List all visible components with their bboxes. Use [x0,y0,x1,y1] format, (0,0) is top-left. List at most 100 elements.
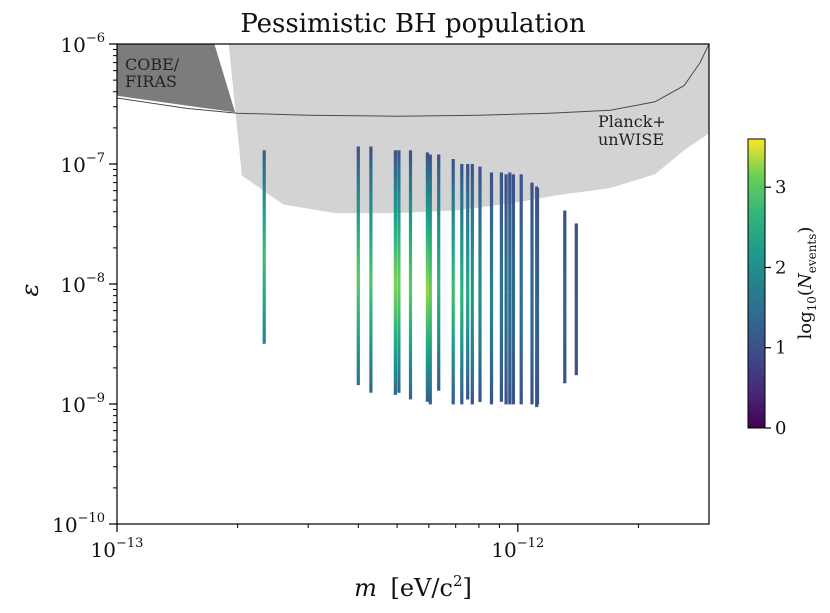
data-column-segment [535,360,540,367]
data-column-segment [489,189,494,196]
data-column-segment [489,305,494,312]
data-column-20 [519,174,523,405]
data-column-segment [563,309,567,315]
data-column-segment [519,294,523,301]
data-column-segment [535,279,540,286]
data-column-segment [489,288,494,295]
data-column-segment [535,312,540,318]
cobe-firas-label: COBE/ FIRAS [125,55,184,91]
data-column-segment [428,266,432,274]
data-column-segment [425,357,429,365]
data-column-segment [508,299,512,306]
data-column-segment [466,211,470,218]
data-column-segment [428,229,432,236]
data-column-segment [563,227,567,233]
data-column-segment [519,346,523,353]
data-column-segment [466,375,470,382]
data-column-1 [262,150,266,344]
data-column-segment [511,266,515,273]
data-column-segment [504,340,508,347]
data-column-segment [535,225,540,232]
data-column-segment [408,280,413,288]
data-column-segment [425,395,429,402]
data-column-segment [478,378,482,385]
data-column-segment [428,173,432,180]
data-column-segment [470,212,474,219]
data-column-segment [519,214,523,221]
data-column-segment [508,195,512,202]
data-column-segment [437,319,441,326]
y-tick-label: 10−9 [60,391,105,417]
data-column-segment [437,231,441,238]
data-column-segment [369,177,373,184]
data-column-segment [397,265,401,272]
data-column-segment [356,325,360,332]
data-column-segment [478,284,482,291]
data-column-segment [478,248,482,256]
data-column-segment [437,237,441,244]
data-column-segment [508,288,512,295]
data-column-segment [397,380,401,387]
data-column-segment [489,375,494,382]
data-column-segment [393,241,397,249]
data-column-segment [437,219,441,226]
data-column-segment [563,262,567,267]
data-column-segment [425,208,429,215]
data-column-segment [437,266,441,273]
colorbar-label-fn: log [795,311,816,339]
data-column-segment [574,352,578,357]
data-column-segment [451,159,455,166]
data-column-segment [425,239,429,247]
data-column-segment [499,361,503,368]
region-cobe-firas [117,44,235,113]
data-column-segment [478,266,482,273]
data-column-segment [489,276,494,283]
data-column-segment [262,290,266,296]
data-column-segment [470,356,474,363]
data-column-segment [508,294,512,301]
data-column-segment [535,252,540,259]
data-column-segment [425,276,429,284]
data-column-segment [451,373,455,380]
data-column-segment [470,242,474,249]
data-column-segment [504,335,508,342]
data-column-segment [563,232,567,237]
data-column-segment [425,370,429,377]
data-column-segment [504,306,508,313]
data-column-segment [535,198,540,205]
data-column-segment [262,198,266,204]
data-column-segment [451,287,455,295]
data-column-segment [504,174,508,181]
data-column-segment [437,366,441,373]
data-column-segment [408,150,413,157]
data-column-segment [508,189,512,196]
colorbar-label-var: N [795,272,816,290]
data-column-segment [393,370,397,377]
data-column-segment [451,214,455,221]
data-column-segment [428,391,432,399]
colorbar-tick-label: 3 [775,177,786,198]
data-column-segment [508,386,512,393]
data-column-segment [428,298,432,305]
data-column-segment [466,293,470,300]
data-column-segment [530,337,534,344]
data-column-segment [397,192,401,200]
data-column-segment [369,361,373,369]
data-column-segment [511,260,515,267]
data-column-13 [470,164,474,405]
data-column-segment [460,254,464,261]
data-column-segment [478,360,482,367]
data-column-segment [451,391,455,399]
data-column-segment [508,380,512,387]
data-column-segment [489,224,494,231]
data-column-segment [504,317,508,324]
data-column-segment [460,224,464,231]
data-column-segment [504,323,508,330]
data-column-segment [369,324,373,332]
data-column-segment [369,189,373,196]
data-column-segment [489,346,494,353]
data-column-segment [478,201,482,209]
data-column-segment [489,247,494,254]
data-column-10 [451,159,455,405]
